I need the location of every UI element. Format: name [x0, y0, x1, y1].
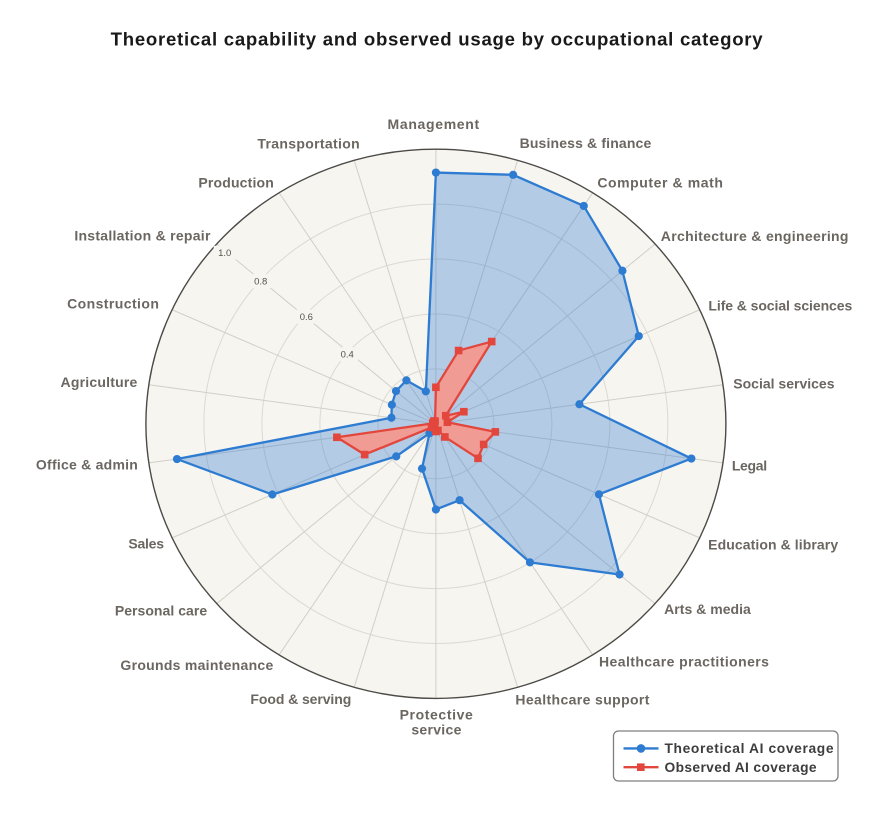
svg-text:Construction: Construction — [67, 295, 159, 311]
svg-text:Theoretical capability and obs: Theoretical capability and observed usag… — [111, 29, 764, 50]
svg-text:Education & library: Education & library — [708, 536, 838, 552]
svg-text:Healthcare support: Healthcare support — [515, 692, 649, 708]
svg-text:1.0: 1.0 — [218, 248, 231, 259]
svg-text:Computer & math: Computer & math — [597, 175, 723, 191]
svg-text:Theoretical AI coverage: Theoretical AI coverage — [665, 741, 835, 756]
svg-text:Legal: Legal — [732, 457, 767, 473]
svg-text:Food & serving: Food & serving — [250, 691, 351, 707]
svg-text:Sales: Sales — [128, 536, 164, 552]
svg-text:Observed AI coverage: Observed AI coverage — [665, 760, 817, 775]
svg-text:Management: Management — [388, 116, 480, 132]
svg-text:Office & admin: Office & admin — [36, 456, 138, 472]
svg-text:Grounds maintenance: Grounds maintenance — [120, 657, 273, 673]
svg-text:0.8: 0.8 — [254, 277, 267, 288]
svg-text:0.6: 0.6 — [300, 312, 313, 323]
svg-text:Healthcare practitioners: Healthcare practitioners — [599, 654, 769, 670]
svg-text:Installation & repair: Installation & repair — [74, 228, 211, 244]
svg-text:Agriculture: Agriculture — [61, 374, 138, 390]
svg-text:Architecture & engineering: Architecture & engineering — [661, 228, 849, 244]
svg-text:Transportation: Transportation — [257, 135, 360, 151]
svg-text:service: service — [411, 721, 461, 737]
svg-text:0.4: 0.4 — [341, 350, 354, 361]
svg-text:Production: Production — [198, 175, 274, 191]
svg-text:Protective: Protective — [400, 706, 474, 722]
svg-text:Arts & media: Arts & media — [664, 601, 751, 617]
svg-text:Personal care: Personal care — [115, 602, 208, 618]
svg-text:Life & social sciences: Life & social sciences — [708, 298, 852, 314]
svg-text:Social services: Social services — [733, 375, 834, 391]
svg-text:Business & finance: Business & finance — [520, 135, 652, 151]
